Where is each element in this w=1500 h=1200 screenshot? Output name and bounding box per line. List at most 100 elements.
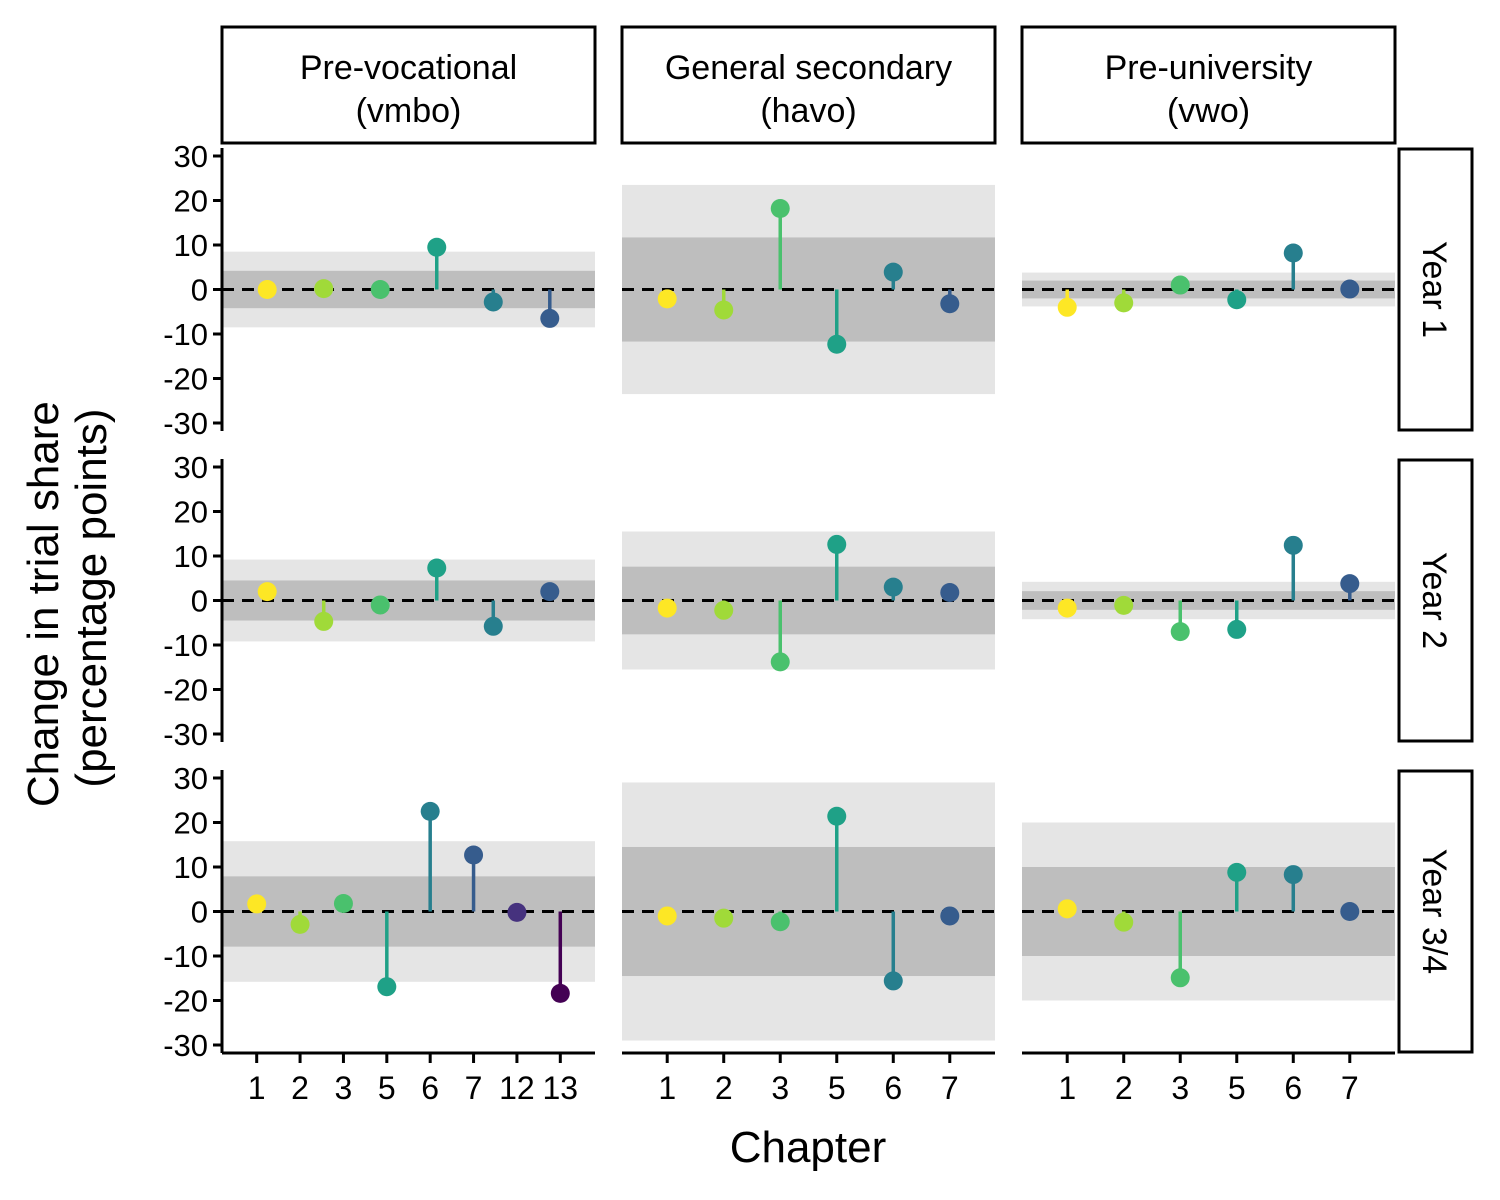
lollipop-point — [377, 977, 397, 997]
y-axis-title-line-1: Change in trial share — [19, 401, 68, 807]
column-strip-label: Pre-university — [1105, 49, 1313, 87]
lollipop-point — [1283, 865, 1303, 885]
x-tick-label: 13 — [543, 1070, 579, 1106]
lollipop-point — [1114, 912, 1134, 932]
lollipop-point — [1227, 290, 1247, 310]
lollipop-point — [420, 801, 440, 821]
y-tick-label: 30 — [174, 139, 208, 174]
lollipop-point — [1227, 619, 1247, 639]
y-tick-label: -20 — [163, 984, 208, 1019]
y-tick-label: 20 — [174, 495, 208, 530]
lollipop-point — [1170, 968, 1190, 988]
x-axis-title: Chapter — [730, 1123, 887, 1172]
y-axis-title: Change in trial share (percentage points… — [19, 389, 116, 807]
lollipop-point — [370, 280, 390, 299]
lollipop-point — [1057, 297, 1077, 317]
lollipop-point — [464, 845, 484, 865]
lollipop-point — [770, 199, 790, 219]
lollipop-point — [1170, 622, 1190, 642]
lollipop-point — [1227, 862, 1247, 882]
y-tick-label: -10 — [163, 939, 208, 974]
y-tick-label: 30 — [174, 450, 208, 485]
zero-line-layer — [222, 288, 1395, 913]
lollipop-point — [1170, 275, 1190, 295]
lollipop-point — [770, 652, 790, 672]
lollipop-point — [1340, 902, 1360, 921]
data-mark-layer — [247, 199, 1360, 1003]
lollipop-point — [540, 308, 560, 328]
lollipop-point — [1114, 595, 1134, 615]
lollipop-point — [714, 600, 734, 620]
row-strip — [1397, 769, 1474, 1054]
lollipop-point — [770, 912, 790, 932]
lollipop-point — [507, 902, 527, 922]
row-strip — [1397, 458, 1474, 743]
lollipop-point — [483, 616, 503, 636]
x-tick-label: 7 — [1341, 1070, 1359, 1106]
lollipop-point — [1057, 598, 1077, 618]
lollipop-point — [940, 906, 960, 926]
lollipop-point — [714, 908, 734, 928]
x-tick-label: 5 — [378, 1070, 396, 1106]
x-tick-label: 5 — [1228, 1070, 1246, 1106]
column-strip-label: (vmbo) — [356, 92, 462, 130]
lollipop-point — [827, 534, 847, 554]
lollipop-point — [257, 280, 277, 299]
row-strip-label: Year 1 — [1415, 241, 1453, 338]
lollipop-point — [1340, 279, 1360, 299]
column-strip-label: General secondary — [665, 49, 952, 87]
x-tick-label: 7 — [465, 1070, 483, 1106]
y-tick-label: -10 — [163, 628, 208, 663]
x-tick-label: 6 — [421, 1070, 439, 1106]
x-tick-label: 2 — [291, 1070, 309, 1106]
lollipop-point — [657, 906, 677, 926]
lollipop-point — [314, 611, 334, 631]
lollipop-point — [314, 279, 334, 299]
column-strip-label: (vwo) — [1167, 92, 1250, 130]
y-tick-label: -10 — [163, 317, 208, 352]
lollipop-point — [883, 577, 903, 597]
lollipop-point — [540, 582, 560, 602]
y-tick-label: 10 — [174, 228, 208, 263]
lollipop-point — [940, 294, 960, 314]
lollipop-point — [714, 300, 734, 320]
lollipop-point — [427, 558, 447, 578]
lollipop-point — [883, 262, 903, 282]
column-strip — [1020, 25, 1397, 145]
row-strip-label: Year 3/4 — [1415, 849, 1453, 974]
x-tick-label: 3 — [1171, 1070, 1189, 1106]
lollipop-point — [1283, 243, 1303, 263]
row-strip-label: Year 2 — [1415, 552, 1453, 649]
column-strip — [220, 25, 597, 145]
lollipop-point — [333, 893, 353, 913]
y-tick-label: 0 — [191, 273, 208, 308]
x-tick-label: 2 — [1115, 1070, 1133, 1106]
lollipop-point — [657, 598, 677, 618]
y-tick-label: -30 — [163, 406, 208, 441]
x-tick-label: 3 — [771, 1070, 789, 1106]
column-strip-label: (havo) — [760, 92, 856, 130]
x-tick-label: 2 — [715, 1070, 733, 1106]
x-tick-label: 1 — [1058, 1070, 1076, 1106]
x-tick-label: 1 — [658, 1070, 676, 1106]
lollipop-point — [1114, 293, 1134, 313]
lollipop-point — [427, 237, 447, 257]
x-tick-label: 6 — [1284, 1070, 1302, 1106]
lollipop-point — [883, 971, 903, 991]
y-tick-label: 0 — [191, 895, 208, 930]
lollipop-point — [1283, 535, 1303, 555]
y-tick-label: -30 — [163, 1028, 208, 1063]
x-tick-label: 3 — [335, 1070, 353, 1106]
x-tick-label: 6 — [884, 1070, 902, 1106]
y-tick-label: 0 — [191, 584, 208, 619]
y-tick-label: -20 — [163, 673, 208, 708]
row-strip — [1397, 147, 1474, 432]
y-tick-label: 30 — [174, 761, 208, 796]
x-tick-label: 12 — [499, 1070, 535, 1106]
lollipop-point — [290, 914, 310, 934]
strip-layer: Pre-vocational (vmbo) General secondary (ha… — [220, 25, 1474, 1054]
lollipop-point — [370, 595, 390, 615]
x-tick-label: 5 — [828, 1070, 846, 1106]
y-axis-title-line-2: (percentage points) — [67, 408, 116, 787]
